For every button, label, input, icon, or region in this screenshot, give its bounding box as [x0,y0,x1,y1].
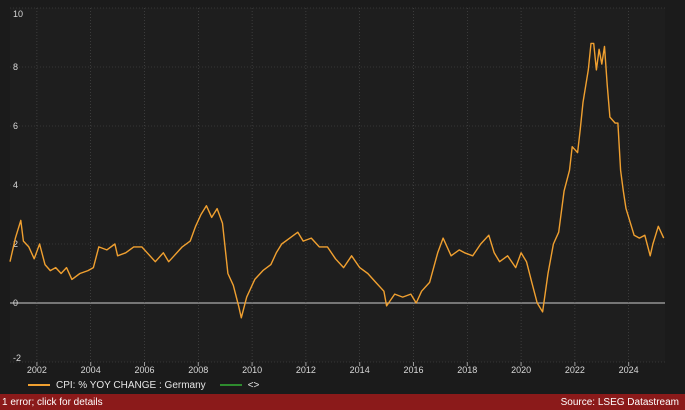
y-tick-label: -2 [13,353,21,363]
legend-swatch-empty-series [219,384,242,386]
legend-label-cpi: CPI: % YOY CHANGE : Germany [56,379,206,391]
y-tick-label: 0 [13,298,18,308]
x-tick-label: 2002 [27,365,47,375]
x-tick-label: 2024 [619,365,639,375]
source-label: Source: LSEG Datastream [560,396,679,408]
series-line-0 [9,42,665,319]
legend-item-empty-series: <> [219,379,260,391]
x-tick-label: 2008 [188,365,208,375]
y-axis: -2 0 2 4 6 8 10 [13,9,23,363]
x-tick-label: 2018 [457,365,477,375]
status-bar: 1 error; click for details Source: LSEG … [0,394,685,410]
series-layer [9,42,665,319]
legend: CPI: % YOY CHANGE : Germany <> [0,376,685,394]
error-details-link[interactable]: 1 error; click for details [2,396,103,408]
legend-swatch-cpi [28,384,50,386]
x-tick-label: 2006 [134,365,154,375]
grid [10,7,665,363]
legend-item-cpi: CPI: % YOY CHANGE : Germany [28,380,206,391]
y-tick-label: 10 [13,9,23,19]
y-tick-label: 8 [13,62,18,72]
y-tick-label: 2 [13,239,18,249]
x-tick-label: 2004 [81,365,101,375]
y-tick-label: 6 [13,121,18,131]
x-tick-label: 2014 [350,365,370,375]
x-tick-label: 2010 [242,365,262,375]
x-tick-label: 2016 [403,365,423,375]
y-tick-label: 4 [13,180,18,190]
x-axis: 2002 2004 2006 2008 2010 2012 2014 2016 2018 2020… [27,362,639,375]
x-tick-label: 2012 [296,365,316,375]
x-tick-label: 2022 [565,365,585,375]
legend-label-empty-series: <> [247,379,260,391]
x-tick-label: 2020 [511,365,531,375]
